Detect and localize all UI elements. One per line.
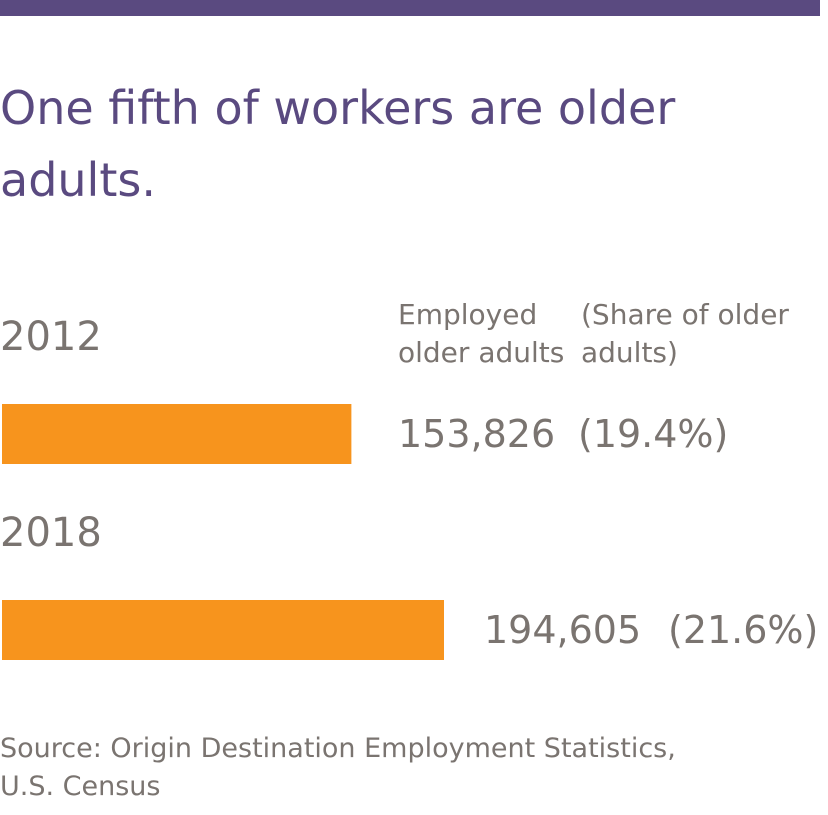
employed-value-2012: 153,826	[398, 412, 556, 456]
employed-column-header: Employed older adults	[398, 298, 565, 369]
top-accent-bar	[0, 0, 820, 16]
share-value-2012: (19.4%)	[578, 412, 729, 456]
source-note: Source: Origin Destination Employment St…	[0, 733, 676, 802]
share-column-header: (Share of older adults)	[581, 298, 789, 369]
bar-2018	[2, 600, 444, 660]
year-label-2012: 2012	[0, 314, 102, 360]
year-label-2018: 2018	[0, 510, 102, 556]
employed-value-2018: 194,605	[484, 608, 642, 652]
share-value-2018: (21.6%)	[668, 608, 819, 652]
bar-2012	[2, 404, 352, 464]
chart-title: One fifth of workers are older adults.	[0, 81, 676, 207]
